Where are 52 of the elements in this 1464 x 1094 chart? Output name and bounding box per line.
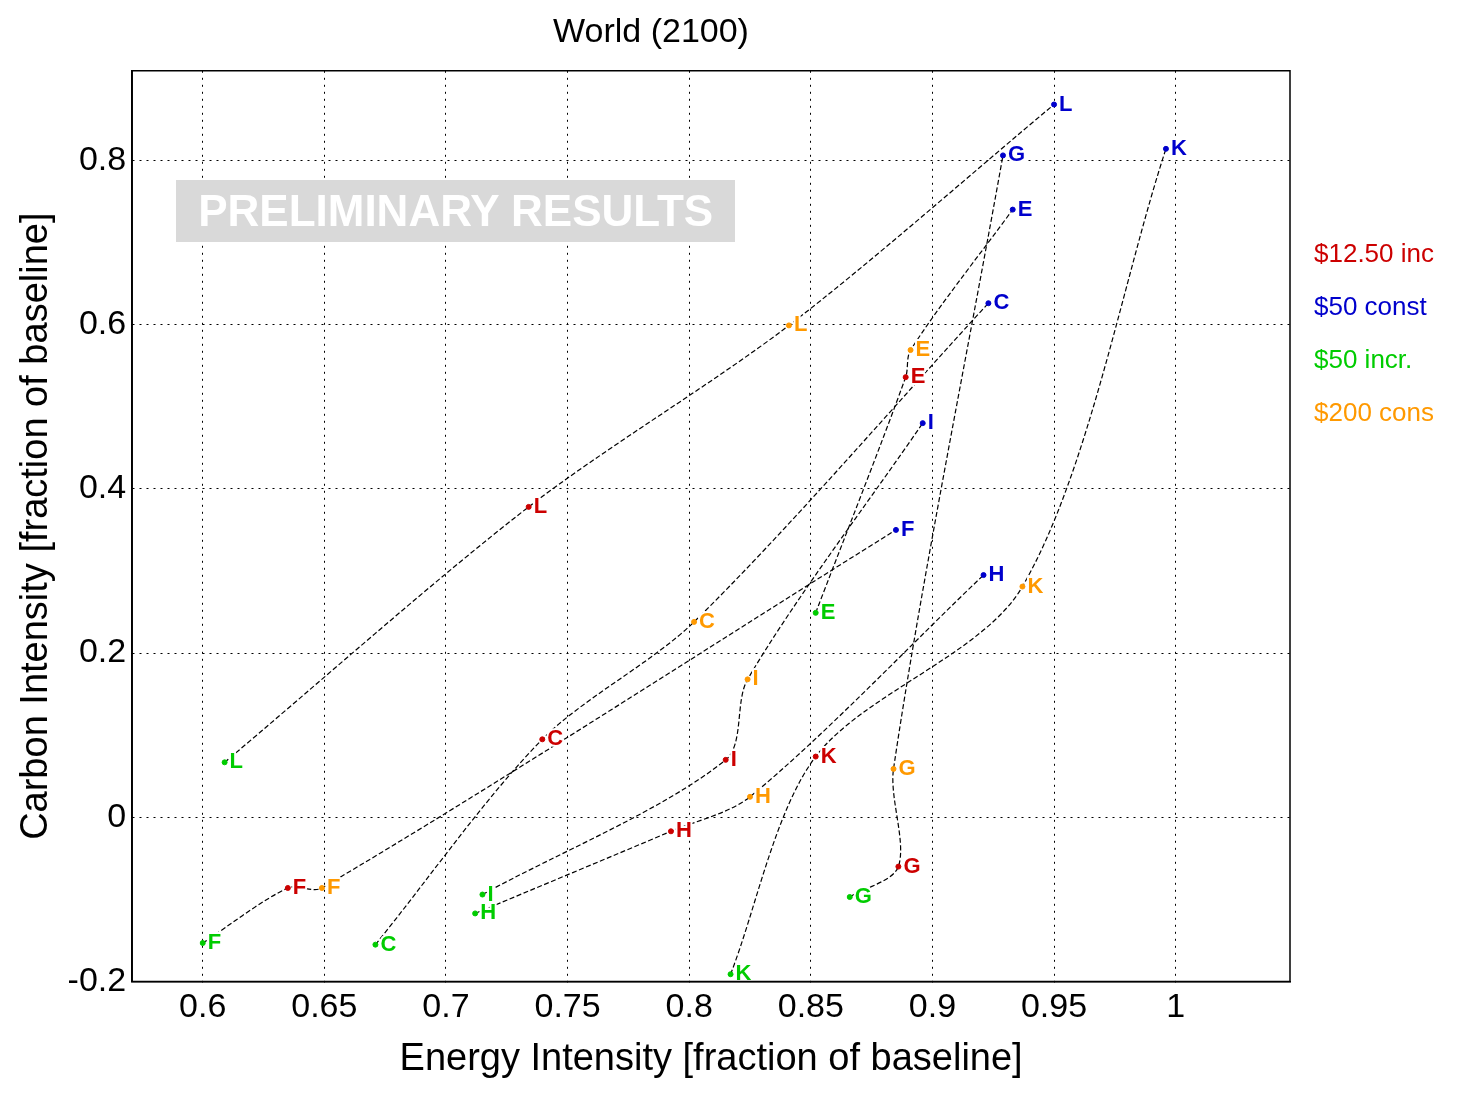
x-tick-label: 0.75 bbox=[534, 986, 601, 1025]
y-tick-label: 0.8 bbox=[78, 138, 127, 177]
data-label: K bbox=[1170, 134, 1187, 160]
x-tick-label: 0.85 bbox=[777, 986, 844, 1025]
data-label: E bbox=[915, 336, 931, 362]
text: $12.50 inc bbox=[1314, 238, 1434, 269]
data-label: C bbox=[993, 289, 1010, 315]
x-tick-label: 1 bbox=[1166, 986, 1186, 1025]
y-tick-label: 0.2 bbox=[78, 631, 127, 670]
y-tick-label: 0 bbox=[107, 795, 127, 834]
text: $50 incr. bbox=[1314, 344, 1414, 375]
x-tick-label: 0.6 bbox=[179, 986, 227, 1025]
data-label: C bbox=[380, 930, 397, 956]
text: $200 cons bbox=[1314, 397, 1434, 428]
x-tick-label: 0.8 bbox=[665, 986, 713, 1025]
data-label: C bbox=[699, 607, 716, 633]
x-axis-title: Energy Intensity [fraction of baseline] bbox=[399, 1035, 1023, 1078]
data-label: K bbox=[820, 742, 837, 768]
data-label: F bbox=[326, 874, 341, 900]
data-label: L bbox=[1059, 90, 1073, 116]
data-label: H bbox=[755, 782, 771, 808]
x-tick-label: 0.7 bbox=[422, 986, 470, 1025]
data-label: H bbox=[675, 817, 692, 843]
data-label: I bbox=[927, 409, 934, 435]
data-label: L bbox=[229, 748, 244, 774]
y-tick-label: 0.4 bbox=[78, 467, 127, 506]
data-label: C bbox=[547, 725, 564, 751]
y-tick-label: 0.6 bbox=[78, 302, 127, 341]
data-label: E bbox=[820, 598, 836, 624]
y-tick-label: -0.2 bbox=[67, 959, 127, 998]
data-label: I bbox=[752, 665, 759, 691]
y-axis-title: Carbon Intensity [fraction of baseline] bbox=[13, 212, 56, 840]
data-label: K bbox=[1027, 572, 1044, 598]
data-label: K bbox=[735, 960, 752, 986]
data-label: H bbox=[988, 561, 1005, 587]
data-label: E bbox=[910, 363, 926, 389]
data-label: F bbox=[207, 929, 222, 955]
data-label: L bbox=[533, 492, 548, 518]
data-label: F bbox=[292, 874, 307, 900]
text: $50 const bbox=[1314, 291, 1428, 322]
data-label: G bbox=[898, 754, 916, 780]
x-tick-label: 0.65 bbox=[291, 986, 358, 1025]
data-label: G bbox=[854, 883, 872, 909]
data-label: E bbox=[1017, 195, 1033, 221]
data-label: F bbox=[900, 515, 915, 541]
x-tick-label: 0.95 bbox=[1020, 986, 1088, 1025]
data-label: G bbox=[1007, 141, 1026, 167]
data-label: G bbox=[903, 852, 921, 878]
x-tick-label: 0.9 bbox=[908, 986, 957, 1025]
data-label: L bbox=[793, 311, 808, 337]
data-label: I bbox=[730, 745, 737, 771]
chart-title: World (2100) bbox=[553, 10, 749, 49]
